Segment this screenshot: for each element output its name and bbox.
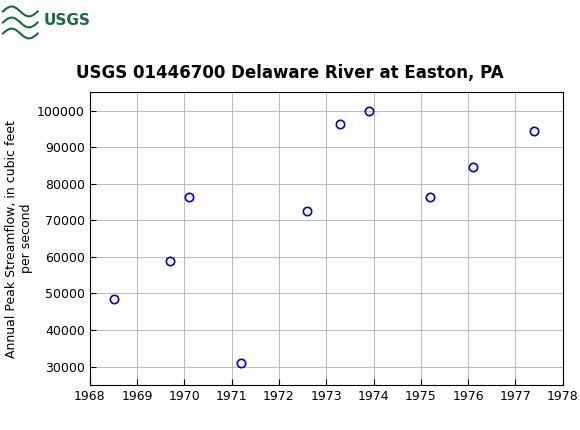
- Text: USGS 01446700 Delaware River at Easton, PA: USGS 01446700 Delaware River at Easton, …: [76, 64, 504, 82]
- Y-axis label: Annual Peak Streamflow, in cubic feet
per second: Annual Peak Streamflow, in cubic feet pe…: [5, 120, 33, 358]
- FancyBboxPatch shape: [2, 3, 68, 37]
- Text: USGS: USGS: [44, 13, 90, 28]
